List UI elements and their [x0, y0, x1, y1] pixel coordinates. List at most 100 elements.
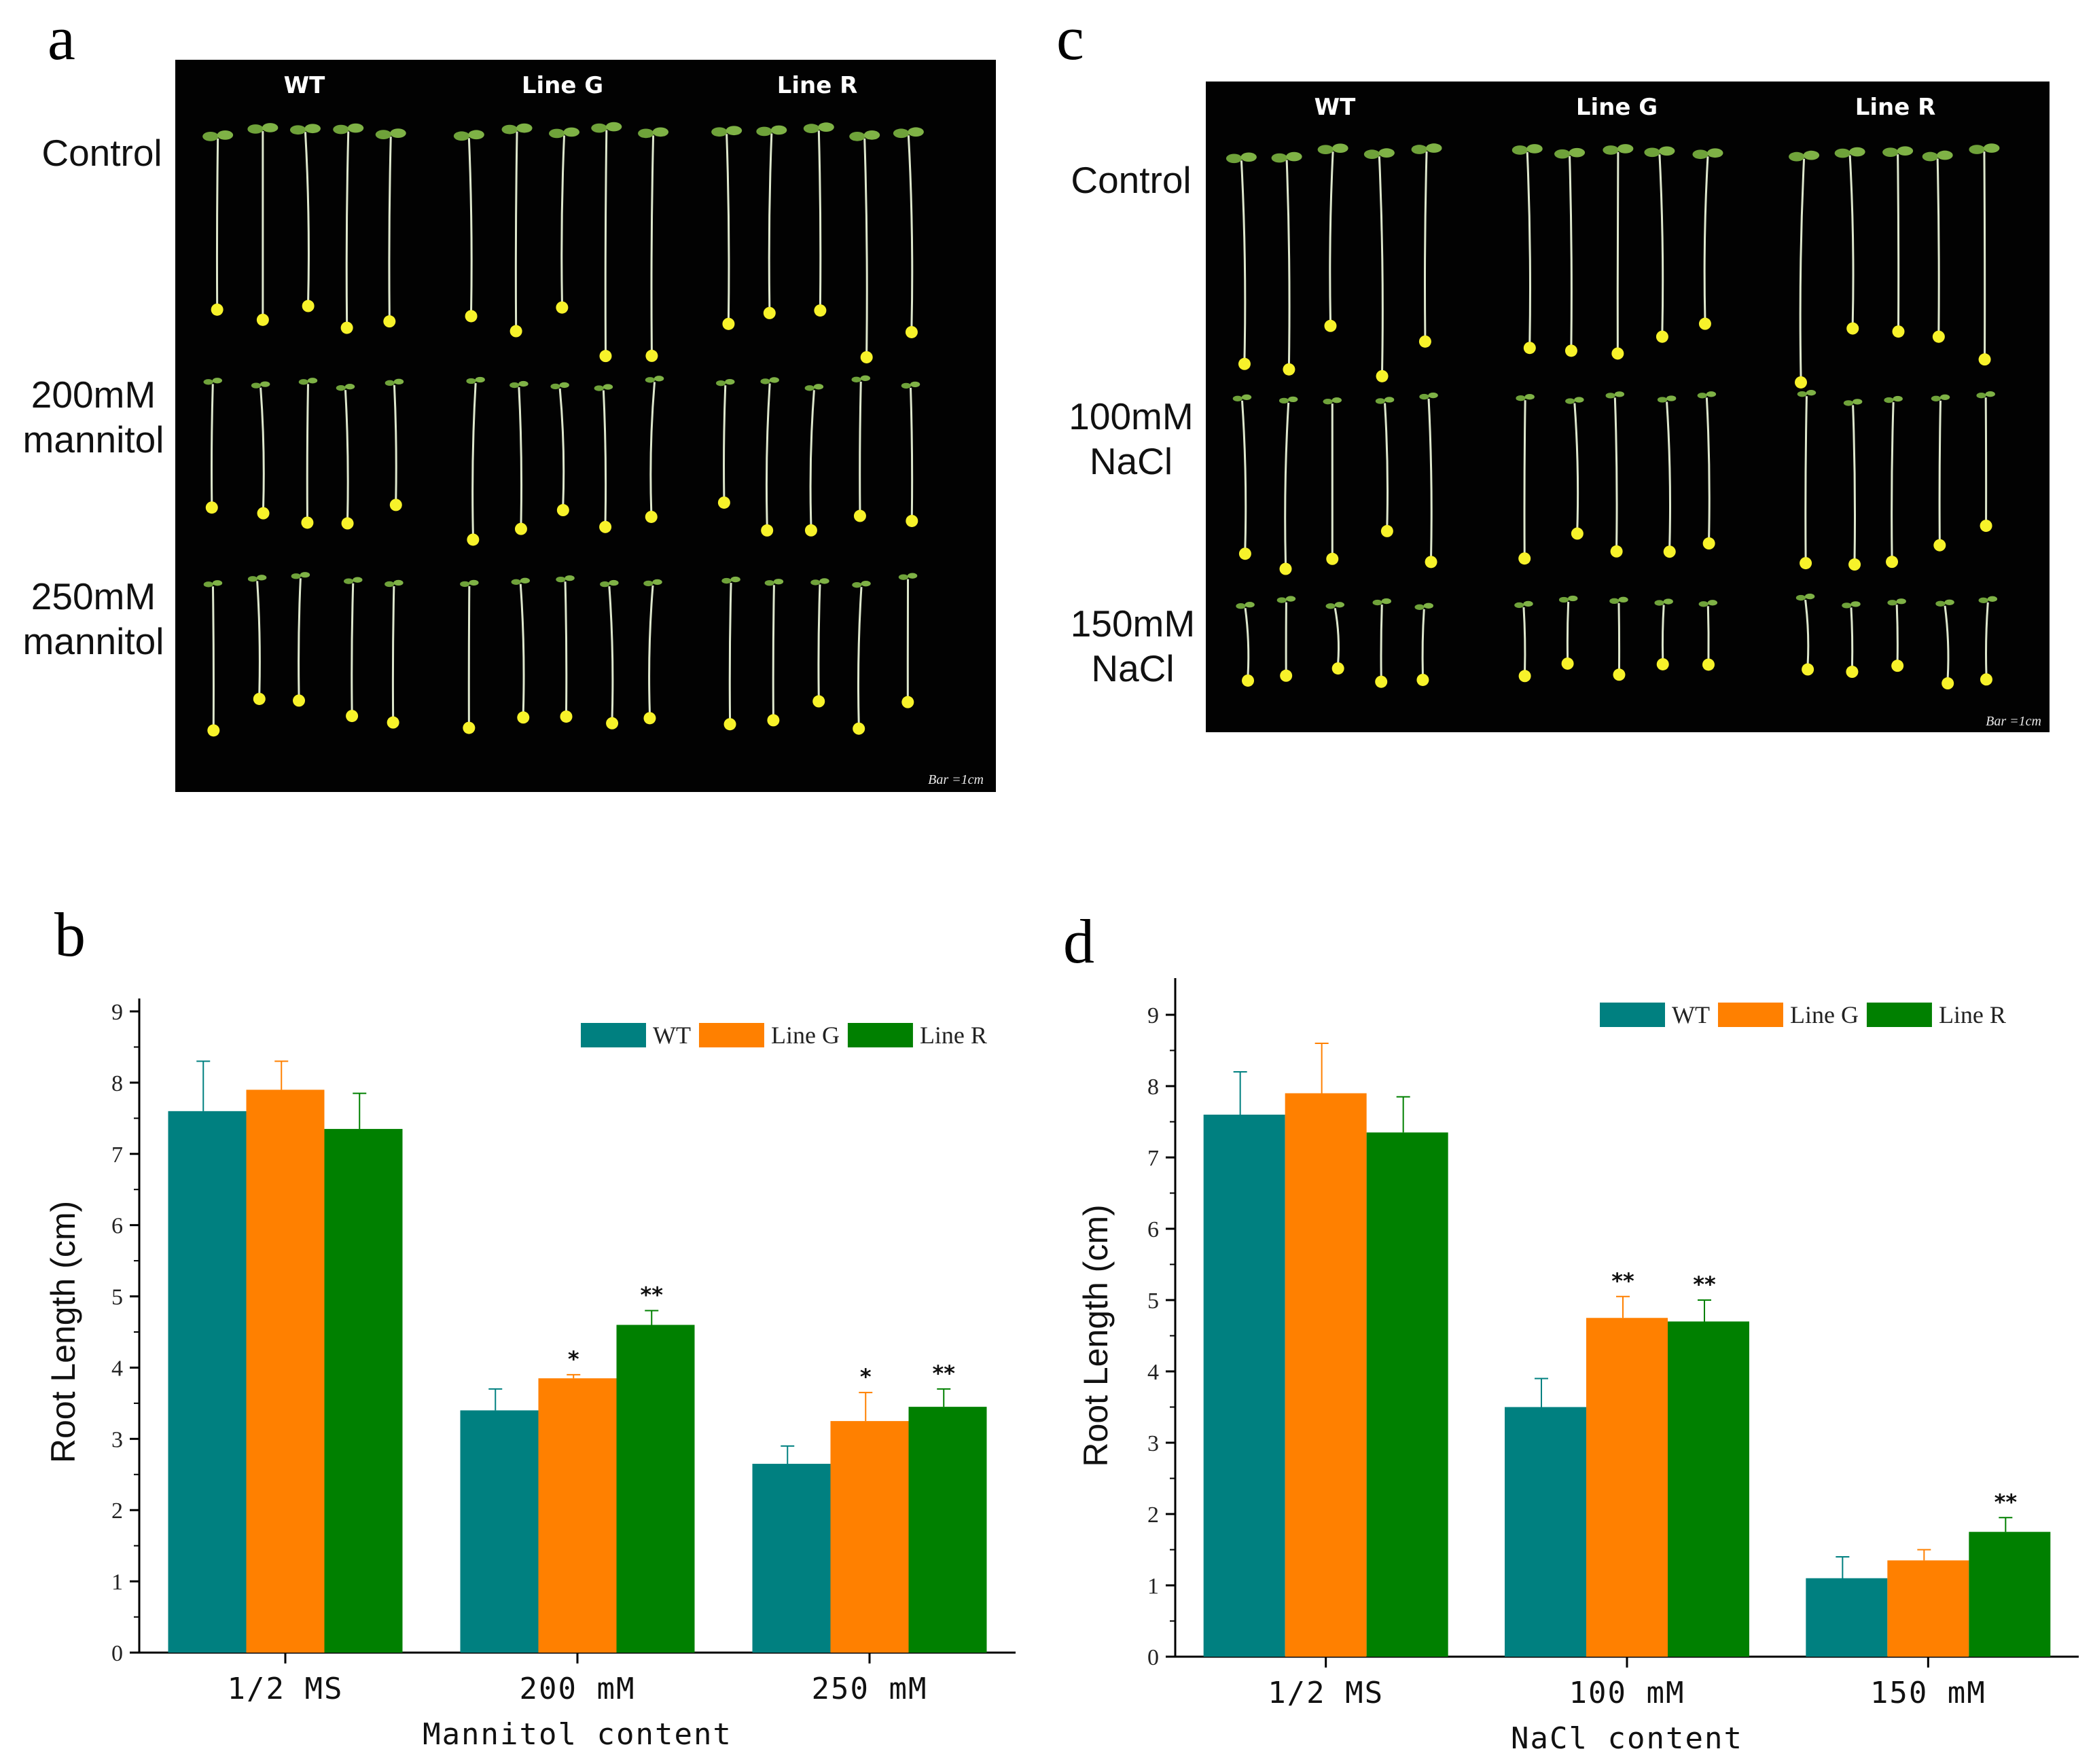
x-tick-label: 1/2 MS [1268, 1676, 1384, 1710]
seedling-leaf [1884, 397, 1894, 403]
seedling [203, 580, 223, 737]
root-tip-marker [514, 522, 527, 535]
seedling-root [560, 135, 566, 302]
seedling-leaf [262, 123, 279, 132]
seedling-leaf [1569, 147, 1586, 158]
seedling-leaf [1325, 603, 1336, 609]
seedling-leaf [203, 581, 214, 588]
root-tip-marker [465, 310, 478, 323]
seedling-leaf [1697, 393, 1707, 399]
bar [1586, 1318, 1668, 1657]
seedling-leaf [1698, 601, 1709, 607]
seedling-leaf [384, 380, 395, 386]
seedling-leaf [509, 382, 520, 389]
seedling-leaf [1666, 395, 1677, 401]
root-tip-marker [1846, 666, 1859, 679]
photo-a-row-250mm-mannitol: 250mM mannitol [22, 575, 164, 662]
seedling-leaf [257, 575, 267, 581]
root-tip-marker [1518, 670, 1531, 683]
seedling-leaf [1323, 398, 1333, 405]
root-tip-marker [257, 507, 270, 520]
seedling-root [608, 586, 614, 718]
seedling-leaf [563, 127, 580, 137]
seedling-root [1661, 605, 1665, 659]
seedling-leaf [716, 380, 726, 386]
root-tip-marker [1656, 658, 1669, 670]
seedling-leaf [1939, 394, 1950, 400]
seedling-leaf [1617, 144, 1634, 154]
photo-a-row-control: Control [41, 132, 162, 174]
seedling-root [1378, 156, 1384, 371]
root-tip-marker [517, 711, 530, 724]
root-tip-marker [814, 304, 827, 317]
root-tip-marker [1610, 545, 1623, 558]
seedling [1698, 600, 1718, 671]
seedling [638, 127, 669, 362]
seedling-root [388, 137, 392, 317]
seedling [202, 130, 234, 316]
seedling [1609, 596, 1628, 681]
seedling-root [1983, 151, 1986, 355]
root-tip-marker [1933, 539, 1946, 552]
photo-c-row-150mm-nacl: 150mM NaCl [1070, 602, 1196, 689]
y-tick-label: 6 [111, 1214, 123, 1239]
root-tip-marker [1238, 357, 1251, 370]
seedling-leaf [344, 383, 355, 390]
bar [460, 1410, 539, 1653]
seedling-leaf [773, 579, 784, 585]
legend-label: Line G [1790, 1001, 1859, 1028]
root-tip-marker [301, 516, 314, 529]
root-tip-marker [1283, 363, 1295, 376]
root-tip-marker [1425, 556, 1437, 569]
seedling-leaf [565, 575, 575, 581]
seedling [251, 381, 270, 520]
y-tick-label: 8 [111, 1071, 123, 1096]
legend-swatch [698, 1023, 764, 1047]
seedling-root [1666, 401, 1672, 547]
seedling-root [1944, 605, 1950, 679]
root-tip-marker [1280, 669, 1293, 682]
seedling-leaf [1226, 154, 1242, 164]
y-tick-label: 4 [111, 1356, 123, 1381]
significance-mark: ** [1693, 1272, 1716, 1297]
seedling [344, 577, 363, 723]
seedling-leaf [594, 385, 604, 391]
root-tip-marker [1698, 317, 1711, 330]
seedling-root [1380, 605, 1383, 677]
y-tick-label: 2 [1147, 1502, 1159, 1528]
seedling-leaf [1707, 600, 1718, 606]
seedling-leaf [1331, 397, 1342, 403]
seedling [1278, 396, 1298, 575]
seedling-leaf [1524, 394, 1535, 400]
seedling-leaf [1414, 604, 1425, 610]
significance-mark: ** [1611, 1268, 1634, 1294]
y-tick-label: 0 [1147, 1645, 1159, 1670]
seedling-leaf [390, 128, 406, 138]
seedling-leaf [893, 128, 910, 139]
seedling-leaf [898, 574, 909, 580]
bar [1969, 1532, 2051, 1657]
bar [1668, 1321, 1749, 1657]
y-tick-label: 7 [111, 1142, 123, 1168]
seedling-root [604, 130, 608, 351]
seedling-leaf [291, 573, 301, 579]
x-tick-label: 200 mM [520, 1672, 636, 1706]
seedling [1317, 143, 1348, 332]
root-tip-marker [1656, 330, 1668, 343]
seedling [591, 122, 622, 363]
seedling-leaf [654, 376, 664, 382]
root-tip-marker [1802, 663, 1814, 676]
y-axis-title: Root Length (cm) [1077, 1204, 1115, 1466]
significance-mark: ** [933, 1361, 956, 1386]
x-axis-title: Mannitol content [423, 1717, 732, 1752]
seedling [1514, 600, 1533, 683]
seedling [852, 580, 871, 735]
legend-label: Line R [920, 1022, 987, 1049]
seedling [1843, 399, 1863, 571]
seedling [1976, 391, 1995, 533]
seedling-root [1421, 609, 1425, 675]
legend-label: WT [653, 1022, 691, 1049]
seedling-leaf [307, 378, 318, 384]
seedling [247, 123, 279, 326]
seedling-root [602, 390, 607, 522]
